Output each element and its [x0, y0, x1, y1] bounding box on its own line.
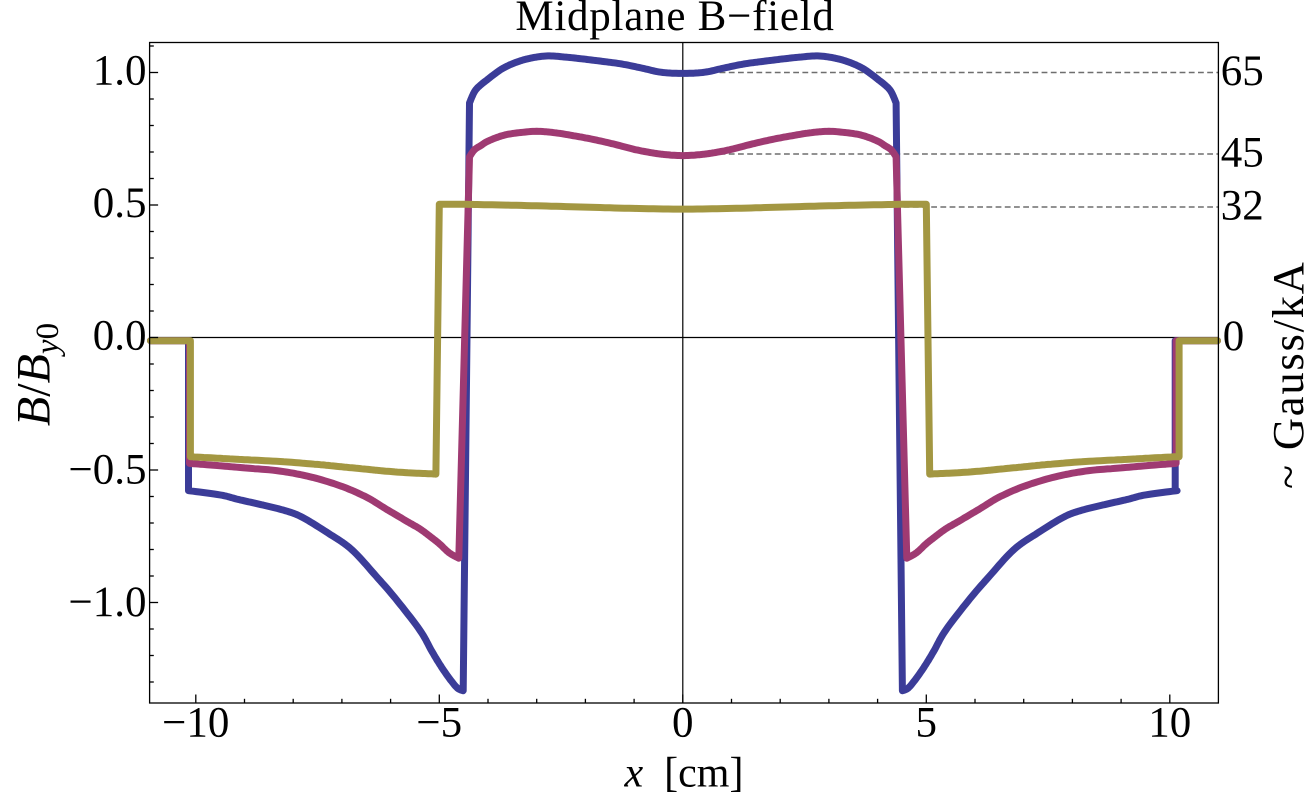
svg-text:−1.0: −1.0 [68, 579, 146, 626]
svg-text:0: 0 [672, 699, 694, 746]
svg-text:x[cm]: x [cm] [624, 751, 744, 797]
svg-text:65: 65 [1221, 48, 1264, 95]
svg-text:45: 45 [1221, 129, 1264, 176]
svg-text:B/By0: B/By0 [8, 323, 67, 426]
svg-text:0.0: 0.0 [93, 313, 147, 360]
svg-text:−10: −10 [162, 699, 229, 746]
svg-text:0.5: 0.5 [93, 180, 147, 227]
svg-text:−5: −5 [416, 699, 462, 746]
svg-text:−0.5: −0.5 [68, 447, 146, 494]
svg-text:~ Gauss/kA: ~ Gauss/kA [1263, 260, 1313, 489]
svg-text:1.0: 1.0 [93, 48, 147, 95]
svg-text:0: 0 [1223, 313, 1245, 360]
svg-text:Midplane B−field: Midplane B−field [515, 0, 834, 40]
svg-text:10: 10 [1148, 699, 1191, 746]
svg-text:5: 5 [916, 699, 938, 746]
svg-text:32: 32 [1221, 182, 1264, 229]
